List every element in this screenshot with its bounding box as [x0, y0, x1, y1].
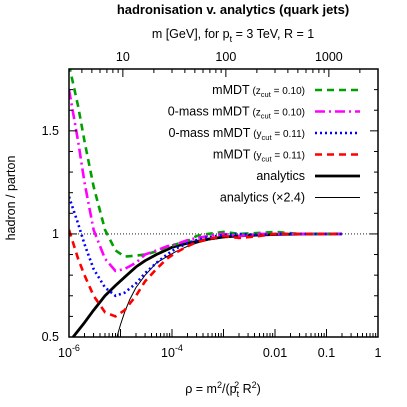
y-tick-label-1: 1	[52, 227, 59, 241]
x-tick-label-0: 10-6	[58, 343, 80, 360]
y-tick-label-2: 1.5	[42, 124, 59, 138]
x-label-end: )	[257, 382, 261, 396]
series-line-3	[69, 229, 342, 318]
series-line-2	[69, 196, 342, 298]
x-tick-label-3: 0.1	[318, 346, 335, 360]
x-label-post: R	[239, 382, 252, 396]
legend-label-2: 0-mass mMDT (ycut = 0.11)	[168, 126, 305, 142]
x-tick-label-1: 10-4	[161, 343, 183, 360]
series-line-1	[69, 89, 342, 273]
top-tick-label-0: 10	[116, 50, 130, 64]
y-tick-label-0: 0.5	[42, 330, 59, 344]
top-axis-label: m [GeV], for pt = 3 TeV, R = 1	[152, 27, 314, 44]
legend-label-0: mMDT (zcut = 0.10)	[212, 83, 305, 99]
legend-label-1: 0-mass mMDT (zcut = 0.10)	[168, 105, 305, 121]
plot-lines	[69, 69, 378, 337]
legend-label-4: analytics	[256, 169, 305, 183]
axis-ticks: 10-6 10-4 0.01 0.1 1 10 100 1000 0.5 1 1.5	[42, 50, 382, 360]
x-tick-label-2: 0.01	[263, 346, 287, 360]
chart-title: hadronisation v. analytics (quark jets)	[117, 2, 349, 17]
legend-label-5: analytics (×2.4)	[220, 191, 305, 205]
x-label-pre: ρ = m	[185, 382, 217, 396]
x-axis-label: ρ = m2/(pt2 R2)	[185, 380, 261, 399]
series-line-0	[69, 69, 342, 258]
series-line-5	[116, 233, 342, 337]
top-tick-label-2: 1000	[315, 50, 343, 64]
x-label-sub: t	[237, 389, 240, 399]
x-label-mid: /(p	[222, 382, 237, 396]
x-label-sup3: 2	[252, 380, 257, 390]
legend-label-3: mMDT (ycut = 0.11)	[213, 148, 305, 164]
top-axis-label-sub: t	[230, 34, 233, 44]
x-label-sup2: 2	[234, 380, 239, 390]
top-axis-label-post: = 3 TeV, R = 1	[232, 27, 314, 41]
series-line-4	[72, 232, 342, 337]
x-label-sup1: 2	[217, 380, 222, 390]
legend: mMDT (zcut = 0.10) 0-mass mMDT (zcut = 0.…	[168, 83, 360, 205]
top-tick-label-1: 100	[215, 50, 236, 64]
top-axis-label-pre: m [GeV], for p	[152, 27, 230, 41]
y-axis-label: hadron / parton	[4, 156, 18, 241]
x-tick-label-4: 1	[375, 346, 382, 360]
